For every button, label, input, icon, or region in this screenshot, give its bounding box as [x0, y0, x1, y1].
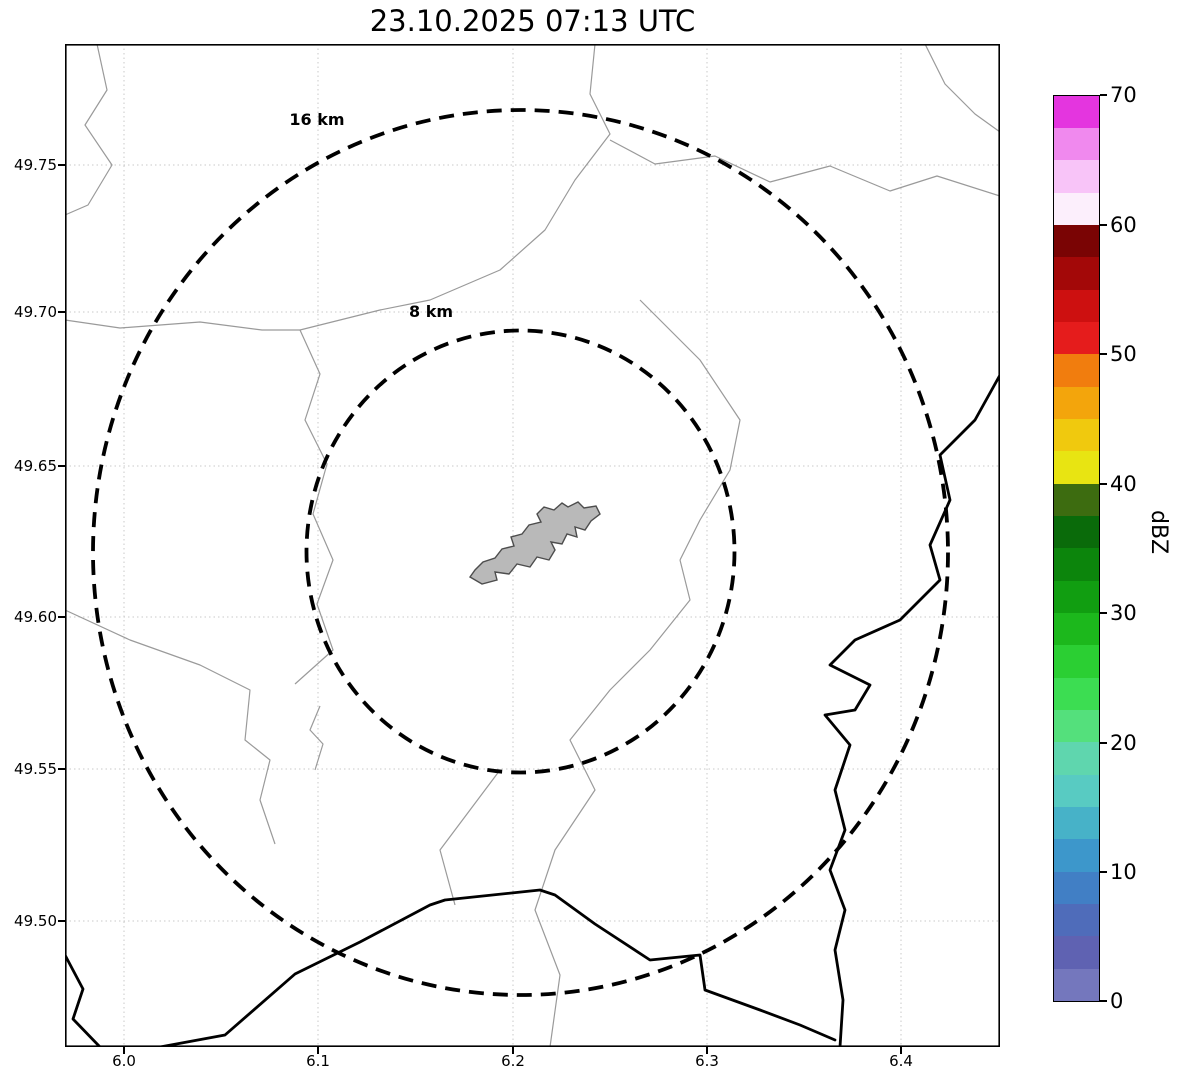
- colorbar-tick-label: 20: [1110, 731, 1137, 755]
- colorbar-segment: [1054, 386, 1099, 420]
- colorbar-segment: [1054, 936, 1099, 969]
- colorbar-segment: [1054, 160, 1099, 193]
- colorbar-tick-label: 60: [1110, 213, 1137, 237]
- y-tick-label: 49.55: [14, 760, 57, 778]
- y-tick-mark: [58, 311, 65, 313]
- ring-label-8km: 8 km: [409, 302, 453, 321]
- colorbar-axis-label: dBZ: [1146, 510, 1171, 555]
- y-tick-label: 49.50: [14, 912, 57, 930]
- y-tick-mark: [58, 164, 65, 166]
- boundary-line: [609, 139, 1000, 197]
- city-area: [468, 501, 601, 585]
- boundary-line: [534, 559, 691, 1047]
- colorbar-segment: [1054, 774, 1099, 808]
- colorbar-segment: [1054, 580, 1099, 614]
- y-tick-mark: [58, 616, 65, 618]
- colorbar-segment: [1054, 710, 1099, 743]
- colorbar-segment: [1054, 419, 1099, 452]
- boundary-line: [65, 319, 300, 331]
- boundary-line: [294, 329, 334, 685]
- colorbar-segment: [1054, 128, 1099, 161]
- boundary-line: [639, 299, 741, 561]
- colorbar-segment: [1054, 516, 1099, 549]
- colorbar-segment: [1054, 904, 1099, 937]
- x-tick-label: 6.0: [112, 1052, 136, 1070]
- border-line-southwest: [65, 953, 102, 1047]
- colorbar-segment: [1054, 548, 1099, 581]
- colorbar-tick-mark: [1100, 224, 1107, 226]
- colorbar-tick-label: 10: [1110, 860, 1137, 884]
- colorbar-tick-mark: [1100, 353, 1107, 355]
- x-tick-mark: [123, 1047, 125, 1054]
- colorbar-tick-mark: [1100, 94, 1107, 96]
- gridlines-vertical: [123, 44, 902, 1047]
- colorbar-segment: [1054, 483, 1099, 517]
- colorbar-tick-label: 30: [1110, 601, 1137, 625]
- x-tick-label: 6.4: [889, 1052, 913, 1070]
- y-tick-mark: [58, 465, 65, 467]
- x-tick-label: 6.2: [501, 1052, 525, 1070]
- colorbar-segment: [1054, 742, 1099, 775]
- colorbar-segment: [1054, 451, 1099, 484]
- x-tick-mark: [512, 1047, 514, 1054]
- colorbar-segment: [1054, 968, 1099, 1001]
- boundary-line: [299, 44, 611, 331]
- colorbar-tick-mark: [1100, 483, 1107, 485]
- x-tick-label: 6.3: [695, 1052, 719, 1070]
- map-plot: 16 km 8 km: [65, 44, 1000, 1047]
- border-line-south: [158, 888, 837, 1047]
- colorbar-segment: [1054, 871, 1099, 905]
- colorbar-segment: [1054, 839, 1099, 872]
- colorbar-segment: [1054, 354, 1099, 387]
- colorbar: [1053, 95, 1100, 1002]
- colorbar-segment: [1054, 322, 1099, 355]
- colorbar-tick-label: 40: [1110, 472, 1137, 496]
- colorbar-segment: [1054, 95, 1099, 129]
- colorbar-segment: [1054, 613, 1099, 646]
- y-tick-label: 49.75: [14, 156, 57, 174]
- y-tick-label: 49.70: [14, 303, 57, 321]
- colorbar-tick-mark: [1100, 1000, 1107, 1002]
- colorbar-tick-mark: [1100, 742, 1107, 744]
- colorbar-segment: [1054, 645, 1099, 678]
- boundary-line: [309, 705, 324, 771]
- colorbar-tick-label: 50: [1110, 342, 1137, 366]
- boundary-line: [65, 44, 113, 216]
- colorbar-segment: [1054, 225, 1099, 258]
- colorbar-segment: [1054, 192, 1099, 226]
- x-tick-label: 6.1: [306, 1052, 330, 1070]
- boundary-line: [924, 44, 1000, 133]
- country-borders: [65, 373, 1000, 1047]
- colorbar-tick-label: 0: [1110, 989, 1124, 1013]
- plot-frame: [65, 44, 1000, 1047]
- colorbar-segment: [1054, 677, 1099, 711]
- y-tick-mark: [58, 768, 65, 770]
- y-tick-mark: [58, 920, 65, 922]
- colorbar-tick-label: 70: [1110, 83, 1137, 107]
- figure-title: 23.10.2025 07:13 UTC: [369, 4, 696, 38]
- x-tick-mark: [706, 1047, 708, 1054]
- border-line-east: [823, 373, 1000, 1047]
- colorbar-tick-mark: [1100, 871, 1107, 873]
- boundary-line: [65, 609, 276, 845]
- y-tick-label: 49.65: [14, 457, 57, 475]
- range-ring-8km: [304, 328, 737, 775]
- colorbar-segment: [1054, 257, 1099, 290]
- admin-boundaries: [65, 44, 1000, 1047]
- ring-label-16km: 16 km: [289, 110, 344, 129]
- colorbar-tick-mark: [1100, 612, 1107, 614]
- colorbar-segment: [1054, 807, 1099, 840]
- colorbar-segment: [1054, 289, 1099, 323]
- y-tick-label: 49.60: [14, 608, 57, 626]
- range-rings: [91, 108, 950, 997]
- x-tick-mark: [900, 1047, 902, 1054]
- x-tick-mark: [317, 1047, 319, 1054]
- boundary-line: [439, 769, 501, 906]
- range-ring-16km: [91, 108, 950, 997]
